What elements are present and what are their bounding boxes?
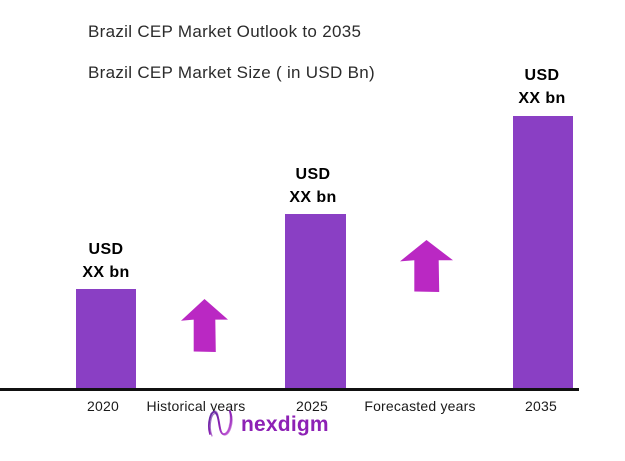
value-label-line1: USD [88,241,124,258]
bar-2025 [285,214,346,388]
value-label-line1: USD [524,67,560,84]
axis-label-historical-years: Historical years [146,398,246,414]
nexdigm-logo-text: nexdigm [241,412,329,436]
bar-2020 [76,289,136,388]
value-label-line2: XX bn [289,189,337,206]
value-label-2020: USD XX bn [36,238,176,284]
x-axis-line [0,388,579,391]
value-label-line2: XX bn [82,264,130,281]
chart-title: Brazil CEP Market Outlook to 2035 [88,22,362,41]
axis-label-forecasted-years: Forecasted years [364,398,476,414]
value-label-2035: USD XX bn [472,64,612,110]
up-arrow-icon [181,299,228,352]
axis-label-2025: 2025 [296,398,328,414]
up-arrow-icon [400,240,453,292]
nexdigm-logo: nexdigm [206,407,329,439]
axis-label-2020: 2020 [87,398,119,414]
axis-label-2035: 2035 [525,398,557,414]
bar-2035 [513,116,573,388]
chart-subtitle: Brazil CEP Market Size ( in USD Bn) [88,63,375,82]
value-label-line1: USD [295,166,331,183]
value-label-2025: USD XX bn [243,163,383,209]
value-label-line2: XX bn [518,90,566,107]
nexdigm-logo-icon [206,407,236,439]
